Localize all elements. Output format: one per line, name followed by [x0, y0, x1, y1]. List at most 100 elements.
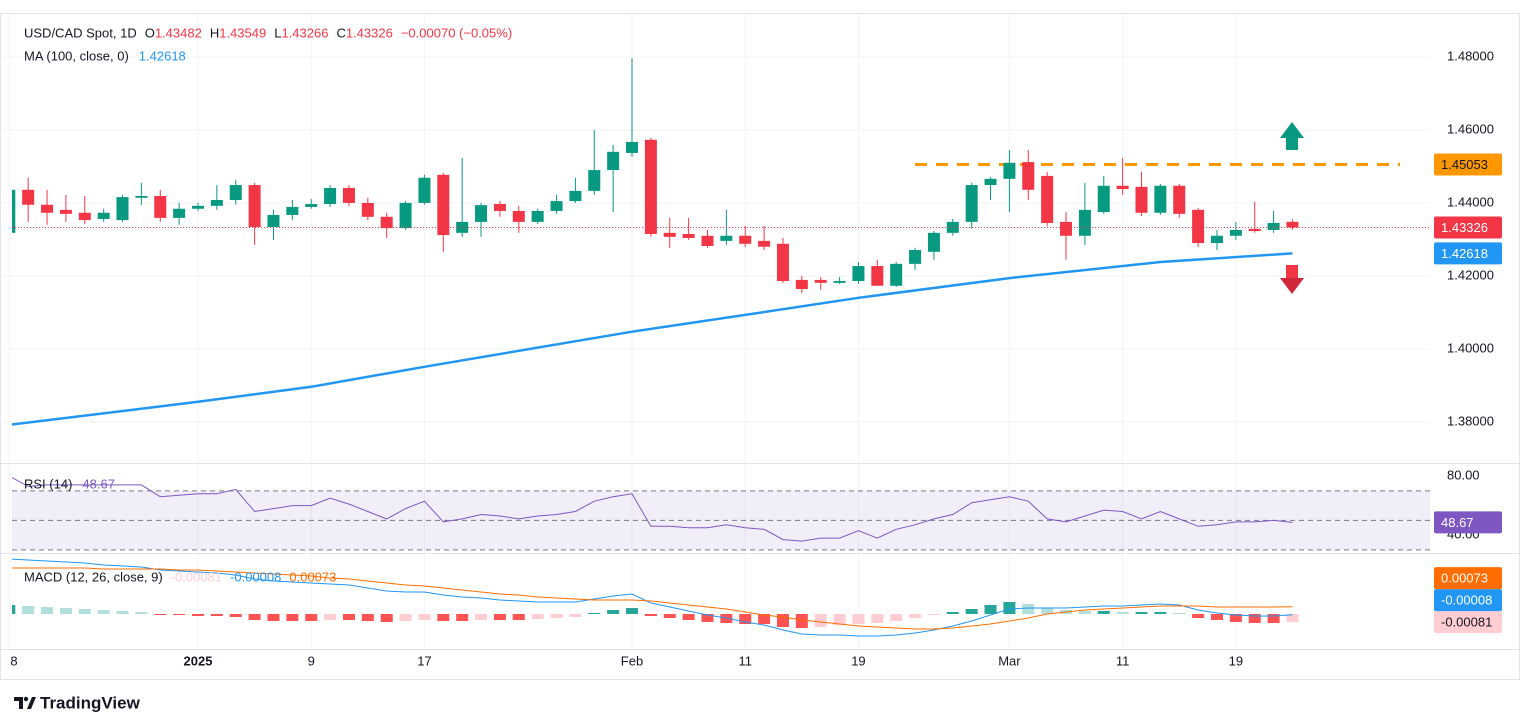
candle-body: [531, 210, 544, 222]
candle-body: [229, 185, 242, 201]
candle-body: [286, 206, 299, 215]
macd-histogram-bar: [380, 614, 393, 622]
legend-rsi-name: RSI (14): [24, 476, 72, 491]
macd-label-box: [1434, 611, 1502, 634]
macd-histogram-bar: [1210, 614, 1223, 620]
candle-body: [78, 212, 91, 221]
macd-histogram-bar: [286, 614, 299, 621]
candle-body: [569, 190, 582, 202]
macd-label: 0.00073: [1441, 571, 1488, 586]
candle-body: [663, 232, 676, 237]
candle-body: [475, 205, 488, 222]
candle-body: [12, 189, 16, 233]
macd-histogram-bar: [1116, 612, 1129, 614]
rsi-band: [12, 490, 1430, 550]
candle-body: [852, 266, 865, 282]
candle-body: [305, 204, 318, 207]
macd-histogram-bar: [588, 613, 601, 614]
macd-histogram-bar: [776, 614, 789, 627]
macd-histogram-bar: [795, 614, 808, 628]
macd-histogram-bar: [135, 612, 148, 614]
macd-histogram-bar: [305, 614, 318, 621]
macd-histogram-bar: [758, 614, 771, 624]
macd-histogram-bar: [512, 614, 525, 620]
x-tick-label: 19: [851, 653, 865, 668]
macd-histogram-bar: [1041, 608, 1054, 614]
rsi-line: [12, 477, 1293, 542]
macd-histogram-bar: [97, 610, 110, 614]
candle-body: [833, 281, 846, 283]
macd-histogram-bar: [984, 605, 997, 614]
macd-histogram-bar: [909, 614, 922, 618]
candle-body: [701, 235, 714, 246]
macd-pane: [12, 558, 1299, 637]
candle-body: [720, 235, 733, 241]
macd-label-box: [1434, 589, 1502, 612]
candle-body: [1060, 221, 1073, 236]
candle-body: [59, 209, 72, 214]
candle-body: [626, 141, 639, 153]
candle-body: [1286, 221, 1299, 228]
x-tick-label: 11: [1116, 653, 1130, 668]
price-label-box: [1434, 216, 1502, 239]
macd-histogram-bar: [22, 606, 35, 614]
macd-histogram-bar: [550, 614, 563, 618]
candle-body: [1210, 235, 1223, 244]
change-label: −0.00070 (−0.05%): [401, 25, 512, 40]
ohlc-value: 1.43326: [346, 25, 393, 40]
macd-histogram-bar: [493, 614, 506, 620]
candle-body: [399, 202, 412, 229]
candle-body: [1097, 185, 1110, 213]
legend-ma-value: 1.42618: [139, 48, 186, 63]
macd-label: -0.00081: [1441, 615, 1492, 630]
legend-macd-name: MACD (12, 26, close, 9): [24, 569, 163, 584]
candle-body: [1248, 228, 1261, 232]
brand-name: TradingView: [40, 693, 141, 712]
legend: USD/CAD Spot, 1D O 1.43482 H 1.43549 L 1.43266…: [24, 25, 512, 584]
rsi-label-box: [1434, 511, 1502, 534]
candle-body: [192, 205, 204, 209]
candle-body: [1003, 162, 1016, 179]
candle-body: [682, 233, 695, 238]
macd-histogram-bar: [644, 614, 657, 616]
macd-histogram-bar: [1229, 614, 1242, 622]
level-label-box: [1434, 153, 1502, 176]
candle-body: [1078, 209, 1091, 236]
ohlc-prefix: L: [274, 25, 281, 40]
macd-histogram-bar: [739, 614, 752, 624]
frame: [0, 13, 1520, 680]
ohlc-value: 1.43482: [155, 25, 202, 40]
candle-body: [984, 178, 997, 186]
x-tick-label: Mar: [998, 653, 1021, 668]
ohlc-value: 1.43549: [219, 25, 266, 40]
x-tick-label: Feb: [621, 653, 643, 668]
candle-body: [1192, 209, 1205, 244]
macd-label: -0.00008: [1441, 593, 1492, 608]
macd-histogram-bar: [663, 614, 676, 618]
macd-histogram-bar: [833, 614, 846, 625]
macd-histogram-bar: [154, 614, 167, 615]
candle-body: [795, 279, 808, 290]
candle-body: [324, 187, 337, 205]
candle-body: [871, 266, 884, 286]
legend-ma-name: MA (100, close, 0): [24, 48, 129, 63]
ma-label-box: [1434, 242, 1502, 265]
y-tick-label: 1.46000: [1447, 121, 1494, 136]
brand-logo: [14, 696, 36, 709]
down-arrow: [1280, 265, 1304, 294]
candle-body: [776, 243, 789, 282]
macd-histogram-bar: [626, 608, 639, 614]
legend-macd-value: -0.00008: [230, 569, 281, 584]
macd-histogram-bar: [1267, 614, 1280, 623]
candle-body: [361, 202, 374, 217]
macd-histogram-bar: [437, 614, 450, 621]
y-tick-label: 1.38000: [1447, 413, 1494, 428]
candle-body: [1154, 185, 1167, 213]
price-label: 1.43326: [1441, 220, 1488, 235]
x-tick-label: 2025: [184, 653, 213, 668]
macd-label-box: [1434, 567, 1502, 590]
up-arrow: [1280, 122, 1304, 150]
legend-rsi-value: 48.67: [82, 476, 115, 491]
macd-histogram-bar: [342, 614, 355, 620]
macd-histogram-bar: [701, 614, 714, 622]
